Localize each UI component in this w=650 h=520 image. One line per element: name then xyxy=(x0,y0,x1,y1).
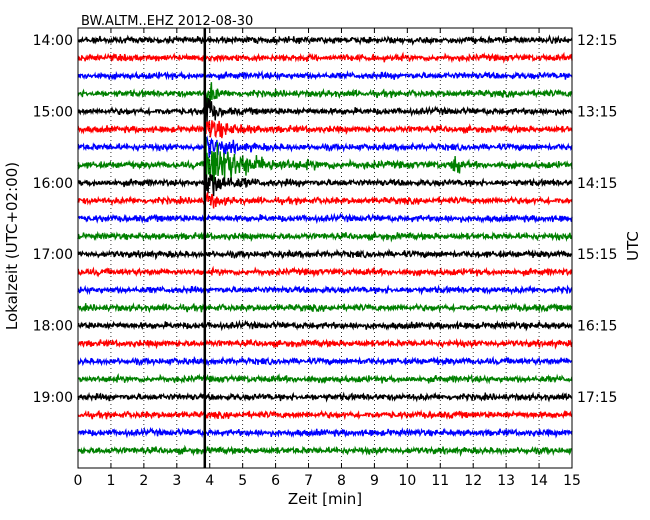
right-axis-ticks: 12:15 13:15 14:15 15:15 16:15 17:15 xyxy=(567,33,617,406)
trace-line xyxy=(77,97,573,122)
x-tick-label: 13 xyxy=(497,473,515,489)
x-tick-label: 3 xyxy=(172,473,181,489)
x-tick-label: 12 xyxy=(464,473,482,489)
x-axis-label: Zeit [min] xyxy=(288,490,362,508)
x-tick-label: 9 xyxy=(370,473,379,489)
trace-line xyxy=(77,409,573,421)
x-tick-label: 14 xyxy=(530,473,548,489)
trace-line xyxy=(77,120,573,139)
trace-line xyxy=(77,426,573,439)
x-tick-label: 4 xyxy=(205,473,214,489)
trace-line xyxy=(77,338,573,350)
trace-line xyxy=(77,355,573,367)
right-tick-label: 12:15 xyxy=(577,33,617,49)
trace-line xyxy=(77,51,573,64)
trace-line xyxy=(77,212,573,225)
right-tick-label: 16:15 xyxy=(577,319,617,335)
left-tick-label: 18:00 xyxy=(33,319,73,335)
right-tick-label: 15:15 xyxy=(577,247,617,263)
x-tick-label: 8 xyxy=(337,473,346,489)
x-tick-label: 1 xyxy=(106,473,115,489)
left-axis-label: Lokalzeit (UTC+02:00) xyxy=(3,162,21,330)
left-tick-label: 15:00 xyxy=(33,104,73,120)
trace-line xyxy=(77,230,573,243)
trace-line xyxy=(77,136,573,185)
trace-line xyxy=(77,319,573,332)
trace-line xyxy=(77,302,573,314)
trace-line xyxy=(77,391,573,403)
left-tick-label: 19:00 xyxy=(33,390,73,406)
left-tick-label: 16:00 xyxy=(33,176,73,192)
trace-line xyxy=(77,69,573,81)
x-tick-label: 2 xyxy=(139,473,148,489)
right-tick-label: 14:15 xyxy=(577,176,617,192)
vertical-grid xyxy=(110,28,540,468)
trace-line xyxy=(77,248,573,261)
right-axis-label: UTC xyxy=(624,231,642,261)
trace-line xyxy=(77,265,573,278)
left-tick-label: 17:00 xyxy=(33,247,73,263)
chart-title: BW.ALTM..EHZ 2012-08-30 xyxy=(81,14,253,29)
trace-line xyxy=(77,284,573,296)
x-tick-label: 5 xyxy=(238,473,247,489)
trace-line xyxy=(77,192,573,209)
x-axis-ticks: 0 1 2 3 4 5 6 7 8 9 10 11 12 13 14 15 xyxy=(74,28,581,489)
trace-line xyxy=(77,135,573,158)
x-tick-label: 11 xyxy=(431,473,449,489)
plot-frame xyxy=(77,27,573,469)
x-tick-label: 15 xyxy=(563,473,581,489)
trace-line xyxy=(77,82,573,112)
x-tick-label: 7 xyxy=(304,473,313,489)
trace-line xyxy=(77,173,573,197)
x-tick-label: 0 xyxy=(74,473,83,489)
x-tick-label: 6 xyxy=(271,473,280,489)
left-tick-label: 14:00 xyxy=(33,33,73,49)
right-tick-label: 17:15 xyxy=(577,390,617,406)
left-axis-ticks: 14:00 15:00 16:00 17:00 18:00 19:00 xyxy=(33,33,83,406)
right-tick-label: 13:15 xyxy=(577,104,617,120)
trace-line xyxy=(77,444,573,458)
x-tick-label: 10 xyxy=(398,473,416,489)
trace-line xyxy=(77,34,573,46)
trace-line xyxy=(77,372,573,385)
seismic-traces xyxy=(77,34,573,458)
